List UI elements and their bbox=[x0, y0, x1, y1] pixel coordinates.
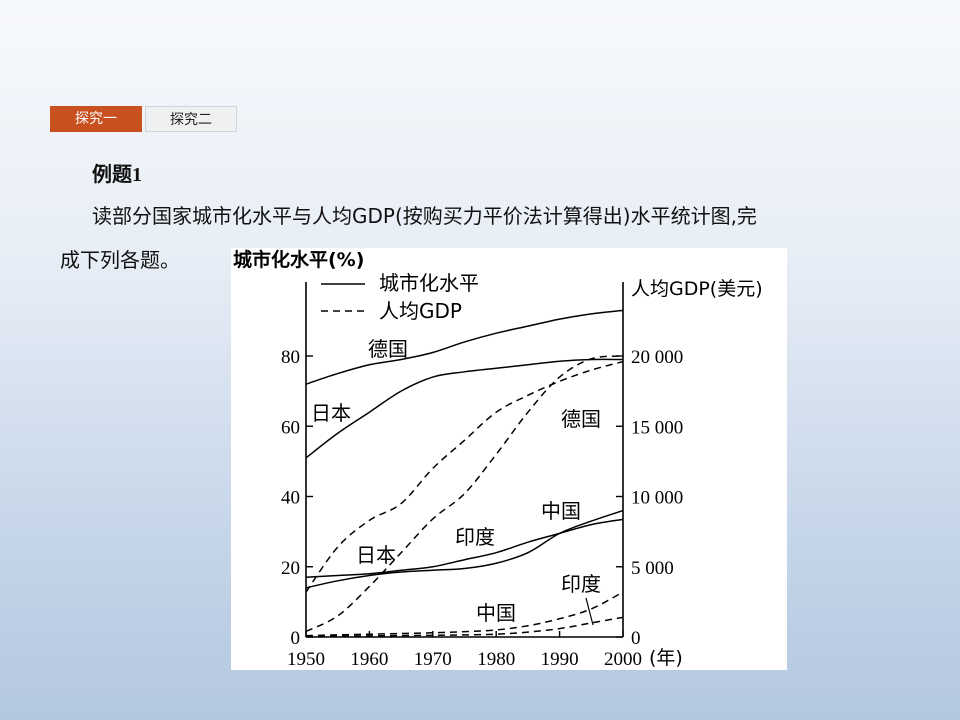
india-urbanization-label: 印度 bbox=[455, 525, 495, 549]
china-urbanization-line bbox=[305, 509, 624, 589]
left-tick-label: 40 bbox=[281, 488, 300, 509]
heading-prefix: 例题 bbox=[92, 162, 132, 186]
heading-number: 1 bbox=[132, 164, 142, 186]
right-axis-title: 人均GDP(美元) bbox=[631, 278, 763, 300]
germany-urbanization-label: 德国 bbox=[368, 337, 408, 361]
china-gdp-label: 中国 bbox=[476, 601, 516, 625]
japan-gdp-label: 日本 bbox=[356, 543, 396, 567]
left-tick-label: 0 bbox=[291, 628, 301, 649]
legend-gdp-label: 人均GDP bbox=[379, 299, 462, 323]
left-tick-label: 60 bbox=[281, 417, 300, 438]
left-axis-title: 城市化水平(%) bbox=[233, 248, 364, 271]
india-gdp-line bbox=[305, 591, 624, 637]
germany-gdp-label: 德国 bbox=[561, 407, 601, 431]
china-gdp-line bbox=[305, 616, 624, 638]
example-heading: 例题1 bbox=[92, 158, 142, 187]
question-text-line1: 读部分国家城市化水平与人均GDP(按购买力平价法计算得出)水平统计图,完 bbox=[92, 204, 757, 228]
x-tick-label: 1950 bbox=[287, 649, 325, 670]
x-tick-label: 1970 bbox=[414, 649, 452, 670]
tab-inquiry-1[interactable]: 探究一 bbox=[50, 106, 142, 132]
x-tick-label: 1990 bbox=[541, 649, 579, 670]
tab-bar: 探究一 探究二 bbox=[50, 106, 237, 132]
india-gdp-leader-line bbox=[585, 597, 594, 626]
right-tick-label: 20 000 bbox=[631, 347, 683, 368]
india-gdp-label: 印度 bbox=[561, 572, 601, 596]
left-tick-label: 20 bbox=[281, 558, 300, 579]
x-tick-label: 1960 bbox=[350, 649, 388, 670]
x-tick-label: 1980 bbox=[477, 649, 515, 670]
right-tick-label: 10 000 bbox=[631, 488, 683, 509]
india-urbanization-line bbox=[305, 518, 624, 579]
right-tick-label: 15 000 bbox=[631, 417, 683, 438]
x-tick-label: 2000 bbox=[604, 649, 642, 670]
germany-gdp-line bbox=[305, 360, 624, 593]
chart-svg: 城市化水平(%) 人均GDP(美元) 0 20 40 60 80 0 5 000 10 000 15… bbox=[233, 248, 763, 670]
x-axis-unit: (年) bbox=[649, 647, 683, 669]
japan-urbanization-line bbox=[305, 358, 624, 459]
japan-urbanization-label: 日本 bbox=[311, 401, 351, 425]
left-tick-label: 80 bbox=[281, 347, 300, 368]
china-urbanization-label: 中国 bbox=[541, 499, 581, 523]
japan-gdp-line bbox=[305, 355, 624, 633]
urbanization-gdp-chart: 城市化水平(%) 人均GDP(美元) 0 20 40 60 80 0 5 000 10 000 15… bbox=[231, 248, 787, 670]
question-text-line2: 成下列各题。 bbox=[60, 248, 180, 272]
right-tick-label: 0 bbox=[631, 628, 641, 649]
germany-urbanization-line bbox=[305, 309, 624, 385]
tab-inquiry-2[interactable]: 探究二 bbox=[145, 106, 237, 132]
legend-urbanization-label: 城市化水平 bbox=[379, 271, 479, 295]
right-tick-label: 5 000 bbox=[631, 558, 674, 579]
